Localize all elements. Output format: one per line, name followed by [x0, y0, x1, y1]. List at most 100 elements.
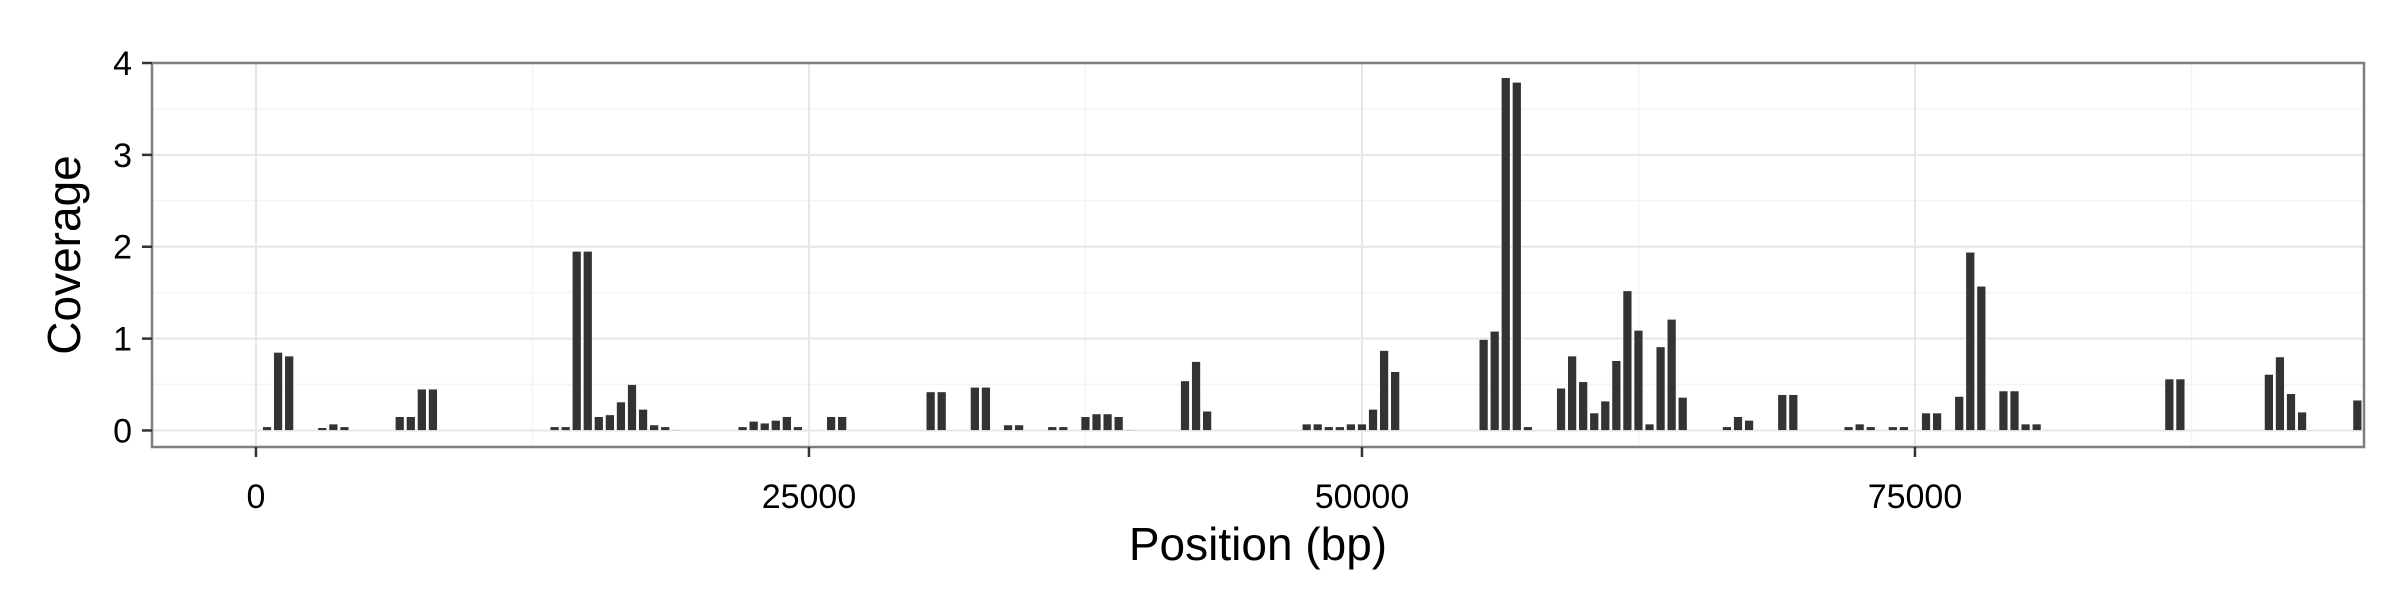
coverage-bar: [339, 426, 350, 431]
coverage-bar: [1047, 426, 1058, 431]
coverage-bar: [583, 251, 593, 431]
coverage-bar: [2352, 399, 2363, 431]
coverage-bar: [1512, 81, 1522, 431]
coverage-bar: [2264, 374, 2274, 431]
coverage-bar: [273, 352, 283, 431]
coverage-bar: [1091, 413, 1102, 431]
coverage-bar: [1644, 423, 1655, 431]
coverage-bar: [1589, 412, 1599, 431]
coverage-bar: [1788, 394, 1799, 431]
coverage-bar: [2009, 390, 2020, 431]
coverage-bar: [1102, 413, 1113, 431]
coverage-bar: [417, 388, 427, 431]
coverage-bar: [1722, 426, 1732, 431]
coverage-bar: [1843, 426, 1854, 431]
coverage-bar: [1777, 394, 1787, 431]
x-tick-label: 75000: [1868, 478, 1963, 516]
x-tick-label: 25000: [762, 478, 857, 516]
coverage-bar: [748, 420, 759, 431]
coverage-bar: [1501, 77, 1511, 431]
coverage-bar: [1390, 371, 1400, 431]
coverage-bar: [395, 416, 405, 431]
coverage-bar: [1998, 390, 2009, 431]
coverage-bar: [328, 423, 339, 431]
coverage-bar: [1113, 416, 1124, 431]
coverage-bar: [1368, 409, 1378, 431]
coverage-bar: [1976, 285, 1987, 431]
coverage-bar: [406, 416, 416, 431]
coverage-bar: [1954, 396, 1964, 431]
coverage-bar: [2164, 378, 2175, 431]
coverage-bar: [1313, 423, 1323, 431]
coverage-bar: [594, 416, 604, 431]
coverage-bar: [1666, 319, 1677, 431]
y-tick-label: 3: [113, 137, 132, 175]
coverage-bar: [1733, 416, 1743, 431]
coverage-bar: [560, 426, 571, 431]
coverage-bar: [284, 355, 294, 431]
coverage-bar: [1899, 426, 1909, 431]
coverage-bar: [1556, 387, 1566, 431]
coverage-bar: [317, 427, 328, 431]
coverage-bar: [782, 416, 792, 431]
coverage-bar: [605, 414, 615, 431]
coverage-bar: [571, 251, 582, 431]
coverage-bar: [1124, 430, 1135, 432]
coverage-bar: [1346, 423, 1356, 431]
coverage-bar: [1866, 426, 1876, 431]
coverage-bar: [1489, 330, 1500, 431]
x-tick-label: 0: [247, 478, 266, 516]
bars-layer: [262, 77, 2363, 432]
coverage-bar: [638, 409, 648, 431]
coverage-bar: [1379, 350, 1389, 431]
coverage-bar: [1202, 410, 1212, 431]
coverage-bar: [925, 391, 936, 431]
coverage-bar: [1180, 380, 1190, 431]
coverage-bar: [1677, 397, 1688, 431]
coverage-bar: [649, 424, 659, 431]
coverage-bar: [837, 416, 847, 431]
coverage-bar: [1921, 412, 1931, 431]
coverage-bar: [1578, 381, 1588, 431]
plot-border: [150, 61, 2366, 449]
coverage-bar: [1655, 346, 1666, 431]
coverage-bar: [671, 430, 681, 432]
coverage-bar: [1622, 290, 1633, 431]
coverage-bar: [1301, 423, 1312, 431]
coverage-bar: [970, 386, 980, 431]
coverage-bar: [936, 391, 947, 431]
axis-ticks: [142, 61, 1917, 457]
coverage-bar: [262, 426, 272, 431]
coverage-bar: [1888, 426, 1898, 431]
coverage-bar: [759, 422, 770, 431]
coverage-bar: [793, 426, 803, 431]
x-tick-label: 50000: [1315, 478, 1410, 516]
coverage-bar: [1324, 426, 1334, 431]
coverage-bar: [1854, 423, 1865, 431]
coverage-bar: [1357, 423, 1367, 431]
coverage-bar: [771, 420, 781, 431]
coverage-bar: [616, 401, 626, 431]
coverage-bar: [1523, 426, 1533, 431]
coverage-bar: [1965, 251, 1975, 431]
coverage-bar: [1744, 420, 1754, 431]
coverage-bar: [981, 386, 991, 431]
coverage-bar: [1567, 355, 1577, 431]
coverage-bar: [2020, 423, 2031, 431]
coverage-bar: [549, 426, 560, 431]
coverage-bar: [1335, 426, 1345, 431]
coverage-bar: [428, 388, 438, 431]
y-tick-label: 4: [113, 45, 132, 83]
coverage-bar: [1003, 424, 1013, 431]
y-tick-label: 0: [113, 412, 132, 450]
coverage-bar: [737, 426, 748, 431]
coverage-bar: [627, 384, 637, 431]
coverage-bar: [1478, 339, 1489, 431]
coverage-bar: [1080, 416, 1091, 431]
coverage-bar: [2297, 411, 2307, 431]
coverage-bar: [1600, 400, 1611, 431]
coverage-bar: [1932, 412, 1942, 431]
coverage-bar: [2031, 423, 2042, 431]
coverage-bar: [1611, 360, 1622, 431]
